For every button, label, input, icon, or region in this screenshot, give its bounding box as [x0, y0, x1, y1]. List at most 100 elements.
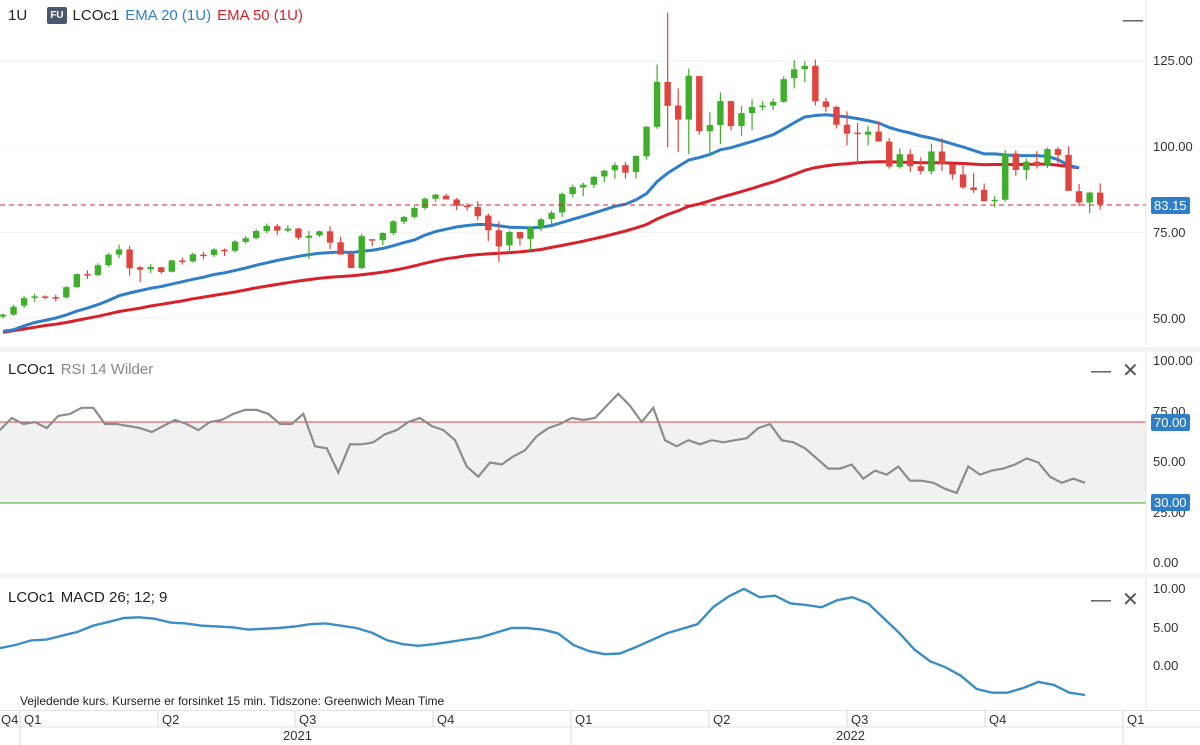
- candle-body: [601, 170, 608, 177]
- ema20-legend[interactable]: EMA 20 (1U): [125, 7, 212, 24]
- macd-minimize-icon[interactable]: —: [1091, 589, 1111, 611]
- rsi-symbol[interactable]: LCOc1: [8, 361, 55, 378]
- price-ytick-50: 50.00: [1153, 311, 1186, 326]
- candle-body: [115, 249, 123, 255]
- candle: [854, 123, 861, 164]
- candle-body: [843, 124, 851, 134]
- candle: [31, 294, 38, 302]
- candle: [126, 245, 133, 276]
- candle-body: [854, 132, 861, 135]
- macd-close-icon[interactable]: ✕: [1122, 589, 1139, 611]
- candle-body: [980, 189, 988, 202]
- candle-body: [938, 151, 946, 164]
- chart-legend: 1U FU LCOc1 EMA 20 (1U) EMA 50 (1U): [8, 7, 303, 24]
- candle: [611, 162, 619, 179]
- candle: [1002, 150, 1009, 202]
- candle: [801, 61, 808, 83]
- candle-body: [1033, 161, 1041, 166]
- candle: [580, 182, 587, 197]
- candle-body: [632, 155, 640, 173]
- candle-body: [822, 101, 830, 107]
- candle-body: [506, 231, 513, 246]
- price-chart[interactable]: [0, 0, 1200, 345]
- candle: [1044, 147, 1051, 169]
- candle: [158, 266, 165, 274]
- candle: [506, 230, 513, 253]
- x-tick-q2-2021: Q2: [162, 712, 180, 727]
- candle: [115, 244, 123, 259]
- candle: [696, 76, 703, 135]
- symbol-badge: FU: [47, 7, 67, 24]
- candle: [485, 213, 492, 242]
- candle: [601, 169, 608, 183]
- candle: [295, 227, 302, 240]
- x-year-2021: 2021: [283, 728, 312, 743]
- candle-body: [812, 65, 819, 102]
- candle: [864, 125, 872, 146]
- candle: [263, 223, 270, 234]
- candle-body: [411, 208, 418, 217]
- candle: [537, 217, 545, 232]
- x-tick-q1-2023: Q1: [1127, 712, 1145, 727]
- candle-body: [400, 216, 408, 222]
- price-collapse-icon[interactable]: —: [1123, 9, 1143, 31]
- pane-divider-2[interactable]: [0, 573, 1200, 578]
- candle-body: [73, 274, 81, 288]
- candle-body: [611, 165, 619, 171]
- candle-body: [907, 154, 914, 167]
- candle: [242, 236, 249, 244]
- candle: [200, 251, 207, 260]
- rsi-close-icon[interactable]: ✕: [1122, 360, 1139, 382]
- candle-body: [453, 199, 460, 206]
- pane-divider[interactable]: [0, 347, 1200, 352]
- candle: [0, 313, 7, 319]
- candle-body: [949, 164, 956, 175]
- candle: [643, 126, 650, 160]
- candle-body: [622, 165, 629, 173]
- rsi-legend: LCOc1 RSI 14 Wilder: [8, 361, 153, 378]
- candle: [63, 286, 70, 299]
- candle-body: [147, 266, 154, 270]
- candle: [896, 148, 903, 169]
- candle: [432, 193, 439, 202]
- candle-body: [432, 194, 439, 199]
- candle: [221, 248, 228, 256]
- x-axis[interactable]: [0, 710, 1200, 745]
- candle-body: [717, 101, 724, 126]
- candle: [189, 252, 197, 263]
- symbol-label[interactable]: LCOc1: [72, 7, 120, 24]
- candle-body: [10, 306, 17, 315]
- candle: [411, 206, 418, 219]
- candle: [442, 193, 450, 200]
- candle: [949, 163, 956, 180]
- candle-body: [200, 254, 207, 257]
- rsi-minimize-icon[interactable]: —: [1091, 360, 1111, 382]
- rsi-label[interactable]: RSI 14 Wilder: [60, 361, 154, 378]
- macd-chart[interactable]: [0, 578, 1200, 710]
- macd-label[interactable]: MACD 26; 12; 9: [60, 589, 168, 606]
- candle-body: [347, 253, 355, 268]
- candle: [42, 295, 49, 300]
- candle: [653, 64, 661, 129]
- ema50-legend[interactable]: EMA 50 (1U): [217, 7, 303, 24]
- candle: [738, 105, 745, 136]
- candle-body: [801, 65, 808, 70]
- candle-body: [284, 228, 292, 231]
- interval-label[interactable]: 1U: [8, 7, 28, 24]
- candle-body: [495, 230, 503, 247]
- candle: [886, 138, 893, 169]
- candle-body: [791, 69, 798, 79]
- candle: [10, 304, 17, 316]
- candle-body: [0, 314, 7, 317]
- price-ytick-125: 125.00: [1153, 53, 1193, 68]
- rsi-line: [0, 392, 1086, 495]
- candle: [1033, 151, 1041, 169]
- candle: [516, 231, 524, 246]
- macd-legend: LCOc1 MACD 26; 12; 9: [8, 589, 167, 606]
- candle-body: [31, 296, 38, 298]
- rsi-chart[interactable]: [0, 352, 1200, 572]
- x-year-2022: 2022: [836, 728, 865, 743]
- macd-symbol[interactable]: LCOc1: [8, 589, 55, 606]
- candle: [917, 157, 925, 175]
- candle: [20, 296, 28, 309]
